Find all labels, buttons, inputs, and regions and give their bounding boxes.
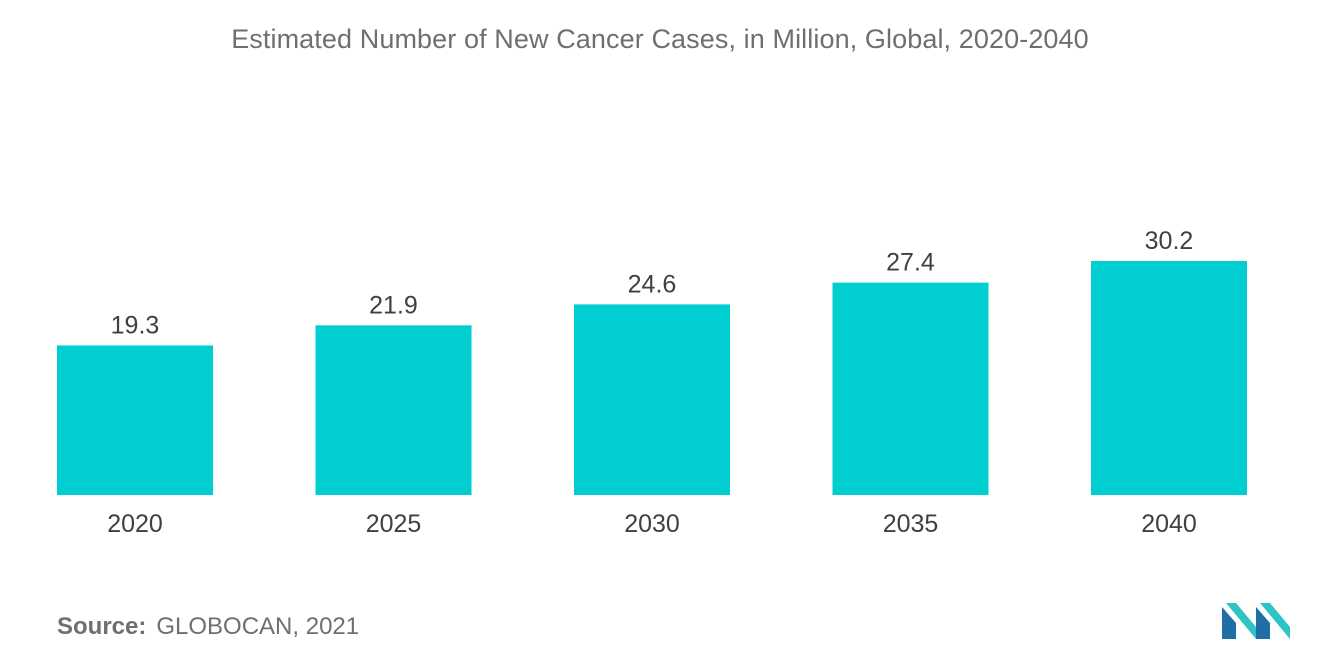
chart-title: Estimated Number of New Cancer Cases, in… xyxy=(231,24,1089,54)
source-note: Source: GLOBOCAN, 2021 xyxy=(57,613,359,641)
bar-chart: 19.3 21.9 24.6 27.4 30.2 2020 2025 2030 2035 204… xyxy=(57,227,1247,538)
x-tick-label-2040: 2040 xyxy=(1141,510,1197,538)
value-label-2020: 19.3 xyxy=(111,311,160,339)
x-axis-ticks: 2020 2025 2030 2035 2040 xyxy=(107,510,1197,538)
mordor-intelligence-logo-icon xyxy=(1222,603,1290,639)
value-label-2035: 27.4 xyxy=(886,249,935,277)
bar-2020 xyxy=(57,345,213,495)
x-tick-label-2035: 2035 xyxy=(883,510,939,538)
source-text: GLOBOCAN, 2021 xyxy=(156,613,360,640)
bar-2040 xyxy=(1091,261,1247,495)
value-label-2040: 30.2 xyxy=(1145,227,1194,255)
x-tick-label-2020: 2020 xyxy=(107,510,163,538)
x-tick-label-2025: 2025 xyxy=(366,510,422,538)
x-tick-label-2030: 2030 xyxy=(624,510,680,538)
value-label-2030: 24.6 xyxy=(628,270,677,298)
bar-2025 xyxy=(315,325,472,495)
value-label-2025: 21.9 xyxy=(369,291,418,319)
value-labels-group: 19.3 21.9 24.6 27.4 30.2 xyxy=(111,227,1194,339)
bar-2035 xyxy=(832,282,989,495)
bars-group xyxy=(57,261,1247,495)
source-label: Source: xyxy=(57,613,147,640)
bar-2030 xyxy=(574,304,730,495)
